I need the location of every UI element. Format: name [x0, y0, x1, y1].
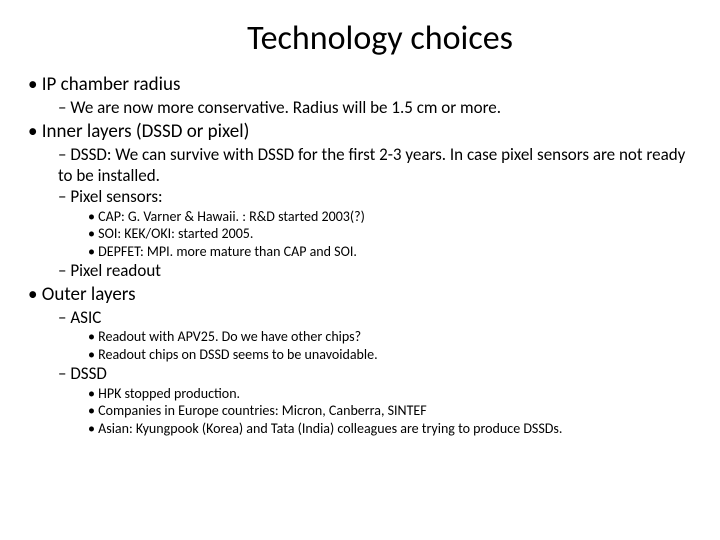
list-item: Asian: Kyungpook (Korea) and Tata (India… — [88, 420, 692, 438]
bullet-text: DSSD — [58, 363, 692, 384]
bullet-text: SOI: KEK/OKI: started 2005. — [88, 225, 692, 243]
bullet-text: DSSD: We can survive with DSSD for the f… — [58, 144, 692, 187]
list-item: CAP: G. Varner & Hawaii. : R&D started 2… — [88, 208, 692, 226]
sub-sub-list: Readout with APV25. Do we have other chi… — [88, 328, 692, 363]
bullet-text: HPK stopped production. — [88, 385, 692, 403]
list-item: Inner layers (DSSD or pixel) DSSD: We ca… — [28, 120, 692, 281]
list-item: SOI: KEK/OKI: started 2005. — [88, 225, 692, 243]
bullet-text: Outer layers — [28, 283, 692, 307]
list-item: HPK stopped production. — [88, 385, 692, 403]
list-item: Readout chips on DSSD seems to be unavoi… — [88, 346, 692, 364]
sub-list: We are now more conservative. Radius wil… — [58, 97, 692, 118]
bullet-text: ASIC — [58, 307, 692, 328]
bullet-text: Pixel sensors: — [58, 186, 692, 207]
bullet-text: CAP: G. Varner & Hawaii. : R&D started 2… — [88, 208, 692, 226]
list-item: Readout with APV25. Do we have other chi… — [88, 328, 692, 346]
bullet-text: DEPFET: MPI. more mature than CAP and SO… — [88, 243, 692, 261]
list-item: Companies in Europe countries: Micron, C… — [88, 402, 692, 420]
list-item: DSSD HPK stopped production. Companies i… — [58, 363, 692, 437]
sub-list: DSSD: We can survive with DSSD for the f… — [58, 144, 692, 282]
bullet-text: IP chamber radius — [28, 73, 692, 97]
sub-list: ASIC Readout with APV25. Do we have othe… — [58, 307, 692, 437]
list-item: DSSD: We can survive with DSSD for the f… — [58, 144, 692, 187]
list-item: IP chamber radius We are now more conser… — [28, 73, 692, 118]
list-item: Outer layers ASIC Readout with APV25. Do… — [28, 283, 692, 437]
sub-sub-list: CAP: G. Varner & Hawaii. : R&D started 2… — [88, 208, 692, 261]
bullet-text: We are now more conservative. Radius wil… — [58, 97, 692, 118]
list-item: Pixel sensors: CAP: G. Varner & Hawaii. … — [58, 186, 692, 260]
list-item: DEPFET: MPI. more mature than CAP and SO… — [88, 243, 692, 261]
bullet-text: Readout chips on DSSD seems to be unavoi… — [88, 346, 692, 364]
sub-sub-list: HPK stopped production. Companies in Eur… — [88, 385, 692, 438]
bullet-list: IP chamber radius We are now more conser… — [28, 73, 692, 437]
bullet-text: Pixel readout — [58, 260, 692, 281]
bullet-text: Readout with APV25. Do we have other chi… — [88, 328, 692, 346]
bullet-text: Companies in Europe countries: Micron, C… — [88, 402, 692, 420]
bullet-text: Asian: Kyungpook (Korea) and Tata (India… — [88, 420, 692, 438]
list-item: We are now more conservative. Radius wil… — [58, 97, 692, 118]
bullet-text: Inner layers (DSSD or pixel) — [28, 120, 692, 144]
list-item: ASIC Readout with APV25. Do we have othe… — [58, 307, 692, 363]
list-item: Pixel readout — [58, 260, 692, 281]
slide-title: Technology choices — [68, 18, 692, 59]
